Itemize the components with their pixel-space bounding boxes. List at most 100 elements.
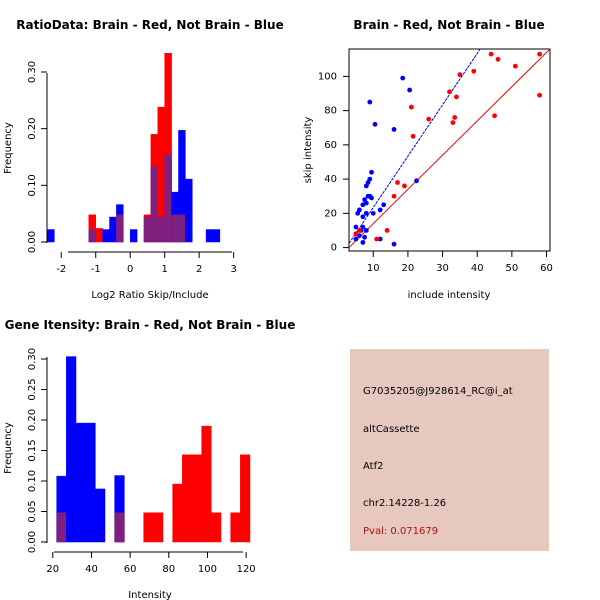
hist-bar	[47, 229, 55, 243]
hist-bar-overlap	[56, 512, 67, 543]
x-tick-label: 40	[85, 564, 98, 575]
hist-bar	[201, 425, 212, 543]
scatter-y-ticks: 0 20 40 60 80 100	[318, 71, 349, 254]
scatter-point	[414, 178, 419, 184]
intensity-histogram-y-label: Frequency	[3, 422, 14, 474]
info-panel: G7035205@J928614_RC@i_at altCassette Atf…	[350, 349, 549, 551]
scatter-point	[391, 193, 397, 199]
scatter-point	[450, 120, 456, 126]
y-tick-label: 0	[331, 243, 337, 254]
y-tick-label: 0.10	[27, 174, 38, 196]
scatter-points	[353, 51, 543, 247]
scatter-point	[391, 127, 397, 132]
hist-bar-overlap	[88, 229, 96, 243]
y-tick-label: 0.15	[27, 439, 38, 461]
scatter-panel: Brain - Red, Not Brain - Blue 0 20 40 60 80 1…	[303, 18, 553, 301]
hist-bar	[205, 229, 214, 243]
hist-bar	[109, 216, 117, 243]
intensity-histogram-y-ticks: 0.00 0.05 0.10 0.15 0.20 0.25 0.30	[27, 348, 47, 553]
y-tick-label: 0.00	[27, 531, 38, 553]
scatter-point	[363, 228, 369, 233]
x-tick-label: 120	[237, 564, 256, 575]
probe-id-text: G7035205@J928614_RC@i_at	[363, 386, 513, 397]
scatter-point	[512, 63, 518, 69]
scatter-point	[360, 214, 366, 220]
y-tick-label: 0.20	[27, 118, 38, 140]
x-tick-label: 60	[124, 564, 137, 575]
intensity-histogram-panel: Gene Itensity: Brain - Red, Not Brain - …	[3, 318, 295, 600]
y-tick-label: 0.30	[27, 348, 38, 370]
hist-bar	[66, 356, 77, 543]
scatter-point	[377, 207, 383, 213]
scatter-point	[537, 51, 543, 57]
x-tick-label: 30	[436, 263, 449, 274]
pval-text: Pval: 0.071679	[363, 526, 439, 537]
hist-bar-overlap	[178, 214, 186, 243]
y-tick-label: 0.20	[27, 409, 38, 431]
scatter-point	[492, 113, 497, 119]
scatter-point	[426, 116, 432, 122]
hist-bar-overlap	[150, 166, 159, 243]
scatter-point	[495, 56, 501, 62]
hist-bar-overlap	[143, 216, 152, 243]
hist-bar	[172, 483, 183, 543]
ratio-histogram-x-label: Log2 Ratio Skip/Include	[91, 290, 208, 301]
genomic-location-text: chr2.14228-1.26	[363, 498, 447, 509]
y-tick-label: 0.00	[27, 231, 38, 253]
ratio-histogram-title: RatioData: Brain - Red, Not Brain - Blue	[16, 18, 283, 32]
scatter-point	[447, 89, 452, 95]
x-tick-label: 2	[196, 264, 202, 275]
hist-bar	[182, 454, 193, 543]
ratio-histogram-y-ticks: 0.00 0.10 0.20 0.30	[27, 61, 47, 253]
scatter-point	[363, 210, 369, 216]
intensity-histogram-bars	[56, 356, 251, 543]
scatter-point	[454, 94, 459, 100]
y-tick-label: 0.10	[27, 470, 38, 492]
hist-bar-overlap	[171, 214, 179, 243]
scatter-y-label: skip intensity	[303, 117, 314, 184]
x-tick-label: -2	[56, 264, 66, 275]
hist-bar	[75, 422, 86, 543]
scatter-point	[363, 200, 369, 206]
x-tick-label: 20	[46, 564, 59, 575]
hist-bar	[85, 422, 96, 543]
scatter-point	[408, 104, 414, 110]
scatter-point	[377, 236, 383, 242]
scatter-point	[537, 92, 543, 98]
scatter-point	[407, 87, 413, 93]
scatter-point	[360, 240, 366, 245]
hist-bar	[240, 454, 251, 543]
scatter-fit-lines	[348, 48, 551, 248]
ratio-histogram-panel: RatioData: Brain - Red, Not Brain - Blue…	[3, 18, 284, 301]
gene-name-text: Atf2	[363, 461, 384, 472]
hist-bar	[95, 488, 106, 543]
x-tick-label: 100	[198, 564, 217, 575]
scatter-point	[369, 169, 374, 175]
hist-bar	[230, 512, 241, 543]
scatter-point	[372, 121, 378, 127]
ratio-histogram-y-label: Frequency	[3, 122, 14, 174]
scatter-point	[452, 115, 458, 120]
scatter-point	[369, 195, 374, 201]
hist-bar	[102, 229, 110, 243]
hist-bar	[211, 512, 222, 543]
scatter-point	[360, 224, 366, 230]
scatter-point	[384, 228, 390, 233]
hist-bar-overlap	[114, 512, 125, 543]
x-tick-label: 60	[540, 263, 553, 274]
scatter-point	[410, 133, 416, 139]
x-tick-label: 1	[162, 264, 168, 275]
scatter-point	[353, 231, 359, 237]
scatter-point	[367, 176, 373, 182]
scatter-point	[374, 236, 380, 242]
hist-bar	[95, 228, 103, 243]
hist-bar	[129, 229, 138, 243]
x-tick-label: 50	[506, 263, 519, 274]
x-tick-label: -1	[91, 264, 101, 275]
x-tick-label: 10	[367, 263, 380, 274]
hist-bar	[191, 454, 202, 543]
scatter-point	[391, 241, 397, 247]
scatter-x-ticks: 10 20 30 40 50 60	[367, 251, 553, 274]
scatter-point	[471, 68, 477, 74]
